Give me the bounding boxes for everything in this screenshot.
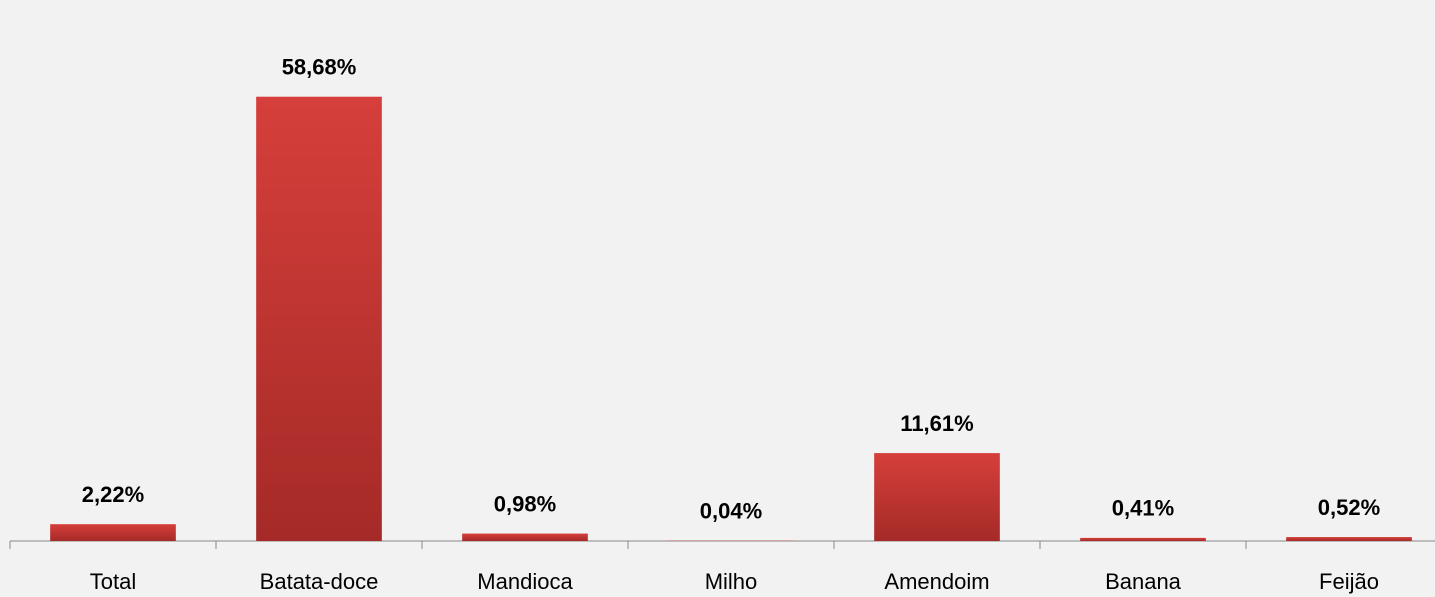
bar <box>462 533 588 541</box>
value-label: 0,04% <box>700 499 762 524</box>
x-tick-label: Milho <box>705 569 758 594</box>
bar <box>874 453 1000 541</box>
value-label: 11,61% <box>900 411 973 436</box>
x-tick-label: Batata-doce <box>260 569 379 594</box>
bar <box>50 524 176 541</box>
bar <box>256 96 382 542</box>
value-label: 0,52% <box>1318 495 1380 520</box>
value-label: 58,68% <box>282 55 357 80</box>
x-tick-label: Mandioca <box>477 569 573 594</box>
value-label: 2,22% <box>82 482 144 507</box>
bar <box>1080 537 1206 541</box>
x-tick-label: Amendoim <box>884 569 989 594</box>
value-label: 0,98% <box>494 491 556 516</box>
x-tick-label: Total <box>90 569 136 594</box>
value-label: 0,41% <box>1112 496 1174 521</box>
x-tick-label: Feijão <box>1319 569 1379 594</box>
bar <box>1286 537 1412 541</box>
x-tick-label: Banana <box>1105 569 1182 594</box>
